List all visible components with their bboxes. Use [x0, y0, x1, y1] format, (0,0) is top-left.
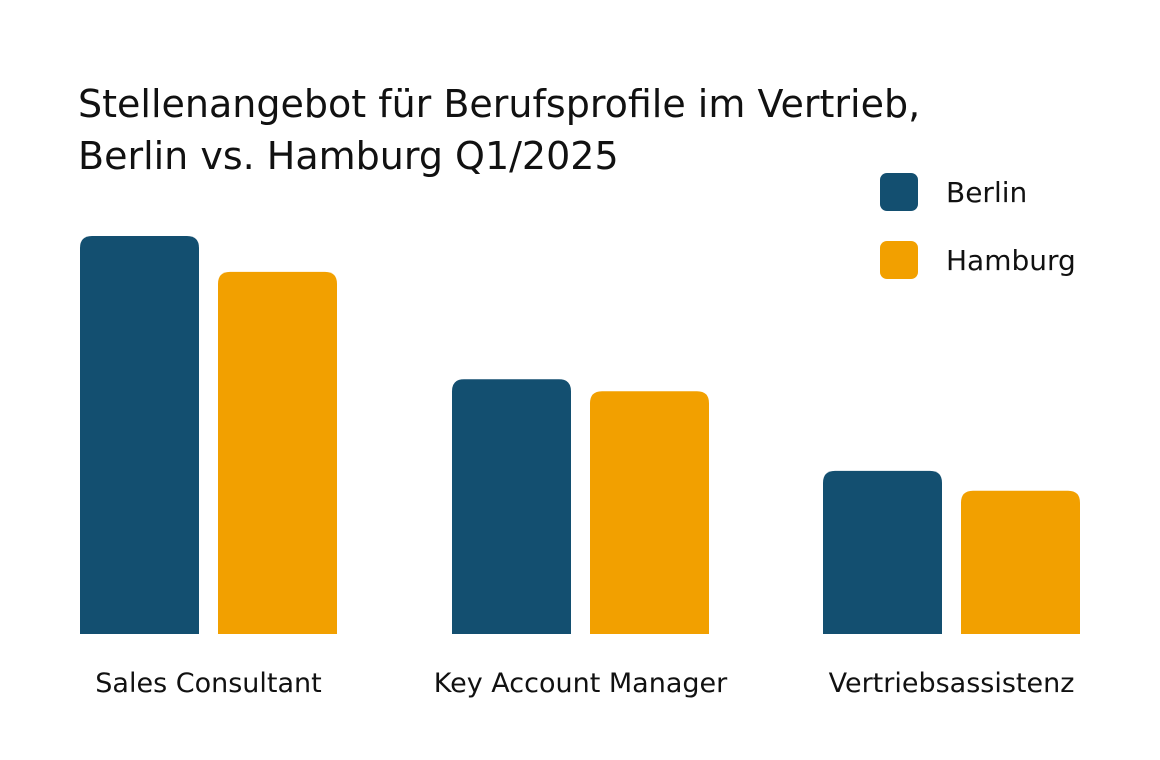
x-tick-label-vertriebsassistenz: Vertriebsassistenz — [829, 668, 1075, 699]
x-tick-label-sales-consultant: Sales Consultant — [95, 668, 321, 699]
x-tick-label-key-account-manager: Key Account Manager — [434, 668, 728, 699]
legend-swatch-berlin — [880, 173, 918, 211]
legend-label-berlin: Berlin — [946, 175, 1028, 209]
chart-legend: Berlin Hamburg — [880, 170, 1076, 306]
legend-item-hamburg: Hamburg — [880, 238, 1076, 282]
bar-hamburg-key-account-manager — [590, 391, 709, 634]
legend-item-berlin: Berlin — [880, 170, 1076, 214]
bar-hamburg-sales-consultant — [218, 271, 337, 634]
bar-berlin-key-account-manager — [452, 379, 571, 634]
bar-berlin-sales-consultant — [80, 236, 199, 634]
bar-berlin-vertriebsassistenz — [823, 470, 942, 634]
chart-title: Stellenangebot für Berufsprofile im Vert… — [78, 78, 920, 182]
legend-swatch-hamburg — [880, 241, 918, 279]
chart-title-line-1: Stellenangebot für Berufsprofile im Vert… — [78, 82, 921, 126]
chart-title-line-2: Berlin vs. Hamburg Q1/2025 — [78, 134, 619, 178]
legend-label-hamburg: Hamburg — [946, 243, 1076, 277]
bar-hamburg-vertriebsassistenz — [961, 490, 1080, 634]
